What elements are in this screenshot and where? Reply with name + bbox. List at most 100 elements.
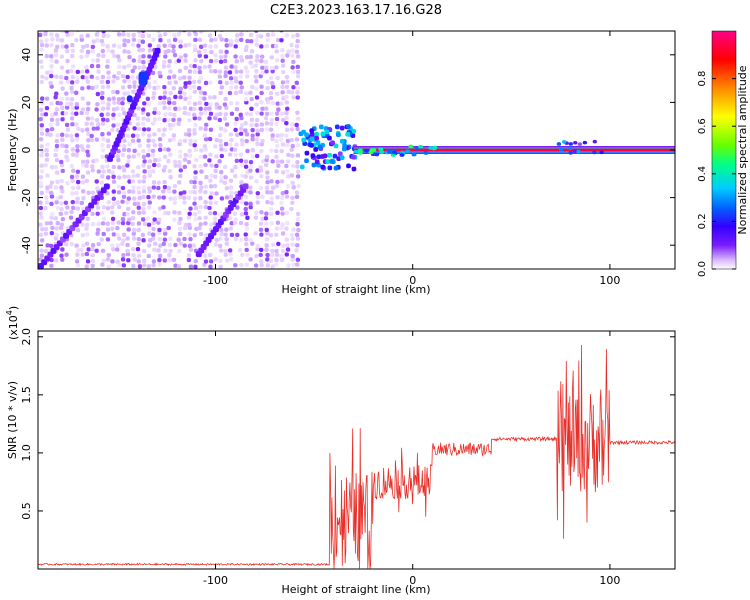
spectrogram-cell [50, 225, 55, 231]
spectrogram-cell [141, 185, 147, 190]
spectrogram-cell [239, 180, 244, 185]
spectrogram-cell [192, 31, 197, 34]
spectrogram-cell [213, 144, 218, 149]
spectrogram-cell [203, 80, 209, 86]
spectrogram-cell [285, 220, 290, 226]
spectrogram-cell [81, 196, 86, 201]
spectrogram-cell [120, 85, 126, 90]
spectrogram-cell [280, 48, 285, 53]
spectrogram-cell [75, 206, 80, 211]
spectrogram-cell [280, 63, 286, 68]
spectrogram-cell [250, 128, 255, 133]
spectrogram-cell [116, 236, 122, 241]
spectrogram-cell [233, 152, 239, 158]
spectrogram-cell [65, 180, 70, 186]
spectrogram-cell [188, 264, 194, 269]
spectrogram-cell [70, 53, 75, 59]
spectrogram-cell [59, 253, 64, 258]
spectrogram-cell [53, 185, 58, 190]
spectrogram-cell [224, 43, 229, 48]
spectrogram-cell [130, 42, 136, 47]
spectrogram-cell [58, 225, 64, 231]
spectrogram-cell [233, 54, 238, 59]
spectrogram-cell [284, 237, 290, 242]
spectrogram-cell [95, 75, 100, 81]
spectrogram-cell [65, 96, 70, 101]
spectrogram-cell [203, 54, 209, 59]
spectrogram-cell [130, 215, 136, 221]
spectrogram-cell [327, 165, 333, 171]
spectrogram-cell [146, 153, 151, 158]
spectrogram-cell [74, 174, 80, 179]
spectrogram-cell [125, 74, 130, 80]
spectrogram-cell [183, 58, 188, 63]
spectrogram-cell [198, 44, 204, 49]
spectrogram-cell [116, 184, 122, 189]
spectrogram-cell [136, 190, 142, 195]
spectrogram-cell [248, 190, 253, 195]
spectrogram-cell [136, 185, 141, 191]
spectrogram-cell [248, 32, 254, 38]
spectrogram-cell [290, 180, 295, 186]
spectrogram-cell [84, 264, 89, 269]
spectrogram-cell [105, 206, 111, 211]
spectrogram-cell [100, 210, 105, 216]
spectrogram-cell [69, 85, 74, 91]
spectrogram-cell [240, 200, 245, 205]
spectrogram-xlabel: Height of straight line (km) [281, 283, 430, 296]
spectrogram-cell [294, 80, 299, 85]
spectrogram-cell [204, 233, 209, 238]
spectrogram-cell [80, 233, 85, 238]
spectrogram-cell [255, 54, 260, 59]
spectrogram-cell [264, 127, 269, 132]
spectrogram-cell [150, 70, 156, 76]
spectrogram-cell [203, 147, 208, 152]
spectrogram-cell [141, 65, 147, 70]
spectrogram-cell [158, 38, 163, 43]
spectrogram-cell [219, 147, 224, 152]
spectrogram-cell [43, 205, 48, 211]
spectrogram-cell [85, 232, 90, 237]
spectrogram-cell [167, 100, 172, 105]
spectrogram-cell [218, 49, 224, 54]
spectrogram-cell [161, 100, 167, 105]
spectrogram-cell [314, 131, 319, 137]
spectrogram-cell [213, 257, 218, 262]
spectrogram-cell [178, 241, 183, 246]
spectrogram-cell [295, 64, 300, 70]
spectrogram-cell [151, 138, 156, 144]
spectrogram-cell [264, 211, 269, 216]
spectrogram-cell [390, 153, 396, 157]
spectrogram-cell [39, 47, 44, 53]
spectrogram-cell [265, 199, 270, 205]
spectrogram-cell [260, 138, 265, 144]
spectrogram-cell [168, 248, 173, 254]
spectrogram-cell [167, 242, 172, 248]
spectrogram-cell [264, 157, 269, 163]
spectrogram-cell [556, 142, 562, 146]
spectrogram-cell [207, 158, 212, 163]
spectrogram-cell [101, 53, 106, 59]
spectrogram-cell [91, 58, 96, 63]
spectrogram-cell [268, 96, 274, 101]
spectrogram-cell [270, 43, 276, 49]
spectrogram-cell [171, 117, 176, 122]
spectrogram-cell [151, 194, 156, 199]
spectrogram-cell [279, 101, 284, 106]
spectrogram-cell [248, 185, 253, 190]
spectrogram-cell [172, 210, 177, 215]
spectrogram-cell [245, 252, 250, 257]
spectrogram-cell [75, 227, 81, 233]
spectrogram-cell [244, 247, 249, 252]
spectrogram-cell [80, 74, 85, 80]
spectrogram-cell [140, 232, 146, 238]
spectrogram-cell [39, 64, 44, 69]
spectrogram-cell [265, 37, 270, 43]
spectrogram-cell [207, 205, 212, 211]
spectrogram-cell [219, 248, 224, 253]
spectrogram-cell [182, 195, 187, 200]
spectrogram-cell [99, 180, 105, 185]
spectrogram-cell [240, 252, 245, 258]
spectrogram-cell [122, 143, 127, 149]
spectrogram-cell [295, 164, 300, 169]
